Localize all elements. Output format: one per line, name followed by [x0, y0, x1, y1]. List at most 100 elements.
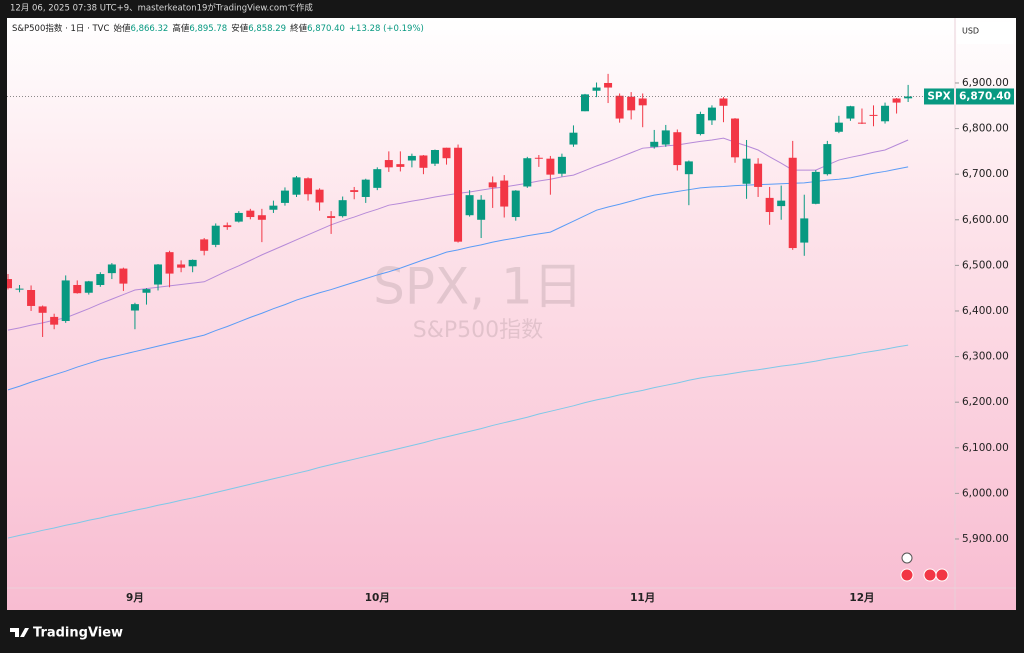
candle-body: [384, 160, 393, 168]
symbol-tag: SPX: [927, 90, 950, 102]
candle-body: [165, 252, 174, 274]
event-icons: [900, 552, 949, 582]
watermark: SPX, 1日: [373, 258, 583, 316]
candle-body: [269, 205, 278, 210]
y-tick-label: 6,100.00: [962, 442, 1009, 454]
candle-body: [465, 195, 474, 216]
candle-body: [638, 98, 647, 106]
currency-box: [957, 22, 1013, 44]
last-price-label: 6,870.40: [959, 90, 1011, 102]
candle-body: [280, 190, 289, 203]
candle-body: [177, 264, 186, 268]
candle-body: [154, 264, 163, 285]
candle-body: [765, 197, 774, 213]
candle-body: [742, 158, 751, 184]
candle-body: [707, 107, 716, 121]
symbol: S&P500指数 · 1日 · TVC: [12, 23, 109, 34]
candle-body: [684, 161, 693, 175]
close-label: 終値: [290, 23, 308, 34]
event-icon: [935, 568, 949, 582]
candle-body: [50, 316, 59, 325]
logo: TradingView: [10, 626, 123, 641]
candle-body: [661, 130, 670, 145]
x-tick-label: 9月: [126, 592, 144, 604]
candle-body: [777, 200, 786, 207]
candle-body: [407, 155, 416, 161]
y-tick-label: 6,800.00: [962, 123, 1009, 135]
candle-body: [338, 200, 347, 217]
candle-body: [892, 98, 901, 103]
legend: S&P500指数 · 1日 · TVC 始値6,866.32 高値6,895.78 安…: [12, 23, 424, 34]
candle-body: [61, 280, 70, 322]
candle-body: [38, 306, 47, 313]
candle-body: [546, 158, 555, 175]
event-icon: [923, 568, 937, 582]
candle-body: [292, 177, 301, 195]
candle-body: [615, 95, 624, 119]
candle-body: [673, 132, 682, 166]
candle-body: [361, 179, 370, 197]
candle-body: [223, 225, 232, 228]
candle-body: [869, 114, 878, 116]
candle-body: [454, 147, 463, 242]
y-tick-label: 5,900.00: [962, 533, 1009, 545]
currency: USD: [962, 27, 979, 36]
candle-body: [246, 210, 255, 218]
high: 6,895.78: [189, 24, 227, 34]
candle-body: [130, 304, 139, 311]
candle-body: [627, 96, 636, 111]
candle-body: [811, 171, 820, 204]
candle-body: [257, 215, 266, 220]
candle-body: [523, 158, 532, 187]
candle-body: [442, 147, 451, 159]
y-tick-label: 6,300.00: [962, 351, 1009, 363]
candle-body: [200, 239, 209, 251]
y-tick-label: 6,000.00: [962, 487, 1009, 499]
candle-body: [731, 118, 740, 158]
candle-body: [857, 122, 866, 124]
candle-body: [569, 132, 578, 145]
x-tick-label: 10月: [365, 592, 390, 604]
candle-body: [430, 150, 439, 164]
plot-area: [7, 73, 913, 539]
candle-body: [419, 155, 428, 168]
candle-body: [511, 190, 520, 218]
symbol-tag-box: [924, 88, 954, 105]
open: 6,866.32: [130, 24, 168, 34]
candle-body: [788, 157, 797, 249]
candle-body: [107, 264, 116, 274]
candle-body: [592, 87, 601, 91]
candle-body: [881, 105, 890, 122]
event-icon: [901, 552, 913, 564]
candle-body: [396, 164, 405, 167]
candle-body: [581, 94, 589, 112]
candle-body: [719, 98, 728, 106]
candle-body: [500, 180, 509, 207]
candle-body: [373, 169, 382, 188]
event-icon: [900, 568, 914, 582]
close: 6,870.40: [307, 24, 345, 34]
candle-body: [15, 288, 24, 290]
candle-body: [696, 113, 705, 135]
candle-body: [754, 163, 763, 187]
candle-body: [327, 216, 336, 218]
candle-body: [142, 289, 151, 293]
candle-body: [304, 178, 313, 195]
change: +13.28 (+0.19%): [349, 24, 424, 34]
candle-body: [315, 189, 324, 203]
x-tick-label: 12月: [849, 592, 874, 604]
candle-body: [119, 268, 128, 284]
candle-body: [557, 156, 566, 174]
y-tick-label: 6,200.00: [962, 396, 1009, 408]
candle-body: [823, 144, 832, 175]
candle-body: [800, 218, 809, 243]
logo-text: TradingView: [33, 626, 123, 641]
candle-body: [477, 199, 486, 220]
candle-body: [84, 281, 93, 293]
y-tick-label: 6,500.00: [962, 259, 1009, 271]
x-tick-label: 11月: [630, 592, 655, 604]
candle-body: [27, 290, 36, 306]
y-tick-label: 6,400.00: [962, 305, 1009, 317]
candle-body: [188, 259, 197, 267]
